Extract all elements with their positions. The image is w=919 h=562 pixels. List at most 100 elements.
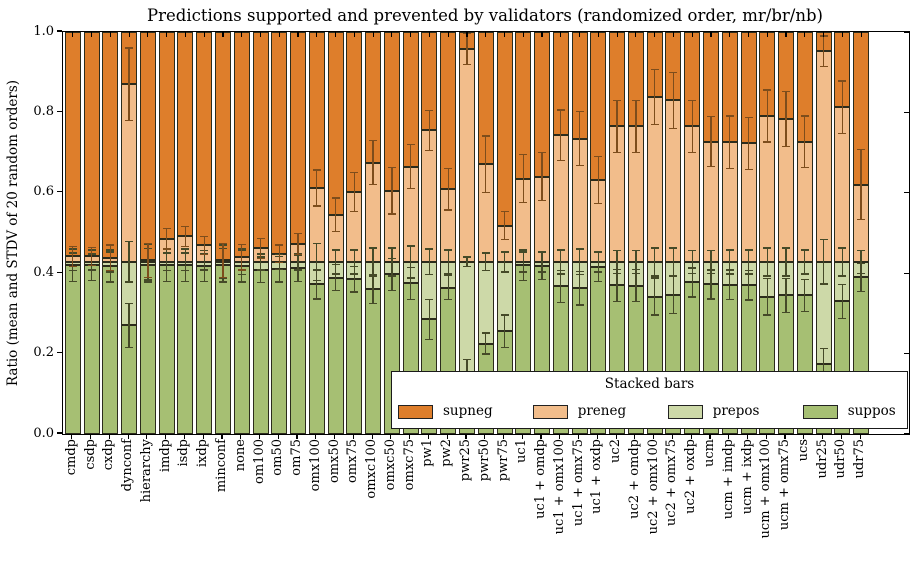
errorbar-prepos-om50-cap-bottom: [275, 268, 284, 270]
errorbar-preneg-imdp-cap-bottom: [162, 248, 171, 250]
x-tick-bottom-udr75: [859, 434, 861, 439]
x-tick-top-dynconf: [128, 32, 130, 37]
errorbar-preneg-dynconf-cap-bottom: [125, 119, 134, 122]
errorbar-suppos-ucm + omx75-cap-bottom: [782, 311, 791, 313]
errorbar-prepos-minconf-cap-bottom: [218, 278, 227, 280]
y-tick-left-0.8: [56, 110, 62, 112]
errorbar-prepos-ucm-cap-bottom: [706, 272, 715, 274]
x-tick-bottom-cxdp: [108, 434, 110, 439]
errorbar-prepos-dynconf-cap-bottom: [125, 281, 134, 283]
bar-segment-suppos-isdp: [177, 265, 194, 434]
errorbar-preneg-uc1 + omx75-cap-top: [575, 110, 584, 113]
errorbar-suppos-uc1 + omx100-cap-bottom: [556, 301, 565, 304]
errorbar-suppos-csdp-cap-bottom: [87, 279, 96, 282]
errorbar-prepos-omx75-cap-top: [350, 249, 359, 251]
y-tick-right-0.0: [904, 433, 909, 435]
x-tick-label-pwr75: pwr75: [495, 439, 511, 482]
errorbar-preneg-dynconf-cap-top: [125, 47, 134, 49]
x-tick-label-ucm: ucm: [701, 439, 717, 467]
errorbar-preneg-minconf-cap-top: [218, 242, 227, 245]
bar-segment-suppos-omx100: [308, 284, 325, 434]
errorbar-prepos-omxc100-cap-top: [369, 247, 378, 249]
errorbar-preneg-pw1-cap-bottom: [425, 149, 434, 152]
x-tick-bottom-om75: [296, 434, 298, 439]
errorbar-prepos-omx50-cap-top: [331, 249, 340, 251]
errorbar-prepos-isdp-line: [184, 253, 187, 271]
errorbar-prepos-pwr75-cap-bottom: [500, 271, 509, 273]
errorbar-prepos-none-cap-bottom: [237, 274, 246, 276]
legend-label-prepos: prepos: [712, 403, 760, 419]
bar-segment-supneg-none: [233, 32, 250, 258]
x-tick-top-uc1 + oxdp: [597, 32, 599, 37]
x-tick-top-ucs: [804, 32, 806, 37]
errorbar-prepos-udr75-line: [860, 250, 862, 274]
x-tick-bottom-uc1 + oxdp: [596, 434, 598, 439]
errorbar-prepos-uc1 + omx100-line: [560, 249, 562, 274]
errorbar-preneg-udr75-cap-bottom: [857, 219, 866, 221]
errorbar-preneg-uc2 + oxdp-line: [691, 100, 693, 153]
errorbar-suppos-pw1-cap-top: [425, 298, 434, 300]
x-tick-label-omx75: omx75: [345, 439, 361, 484]
y-tick-right-0.4: [904, 272, 909, 274]
errorbar-prepos-hierarchy-cap-bottom: [143, 279, 152, 281]
x-tick-bottom-csdp: [89, 434, 92, 439]
x-tick-bottom-omx75: [352, 434, 354, 439]
errorbar-suppos-uc1 + oxdp-cap-bottom: [594, 280, 603, 282]
errorbar-prepos-omxc50-line: [391, 247, 393, 276]
errorbar-preneg-pwr25-line: [466, 33, 468, 65]
errorbar-suppos-uc1-cap-top: [519, 249, 528, 251]
errorbar-suppos-uc2 + omx100-line: [654, 278, 656, 315]
errorbar-prepos-pwr75-line: [503, 251, 506, 272]
x-tick-label-none: none: [232, 439, 248, 472]
errorbar-preneg-omx50-cap-bottom: [331, 231, 340, 233]
errorbar-prepos-udr50-cap-bottom: [838, 275, 847, 277]
x-tick-label-uc2: uc2: [608, 439, 624, 463]
x-tick-bottom-omxc50: [390, 434, 392, 439]
errorbar-prepos-omx100-line: [316, 243, 318, 281]
x-tick-top-uc2 + omx75: [672, 32, 675, 37]
errorbar-prepos-ucs-cap-bottom: [800, 273, 809, 275]
errorbar-preneg-ucm + omx75-cap-top: [782, 90, 791, 93]
errorbar-prepos-uc1 + omdp-cap-bottom: [538, 271, 547, 273]
errorbar-prepos-pw1-cap-bottom: [425, 274, 434, 276]
errorbar-suppos-uc2 + oxdp-line: [691, 267, 693, 297]
errorbar-suppos-pwr75-cap-top: [500, 314, 509, 316]
errorbar-preneg-uc1 + omx75-line: [578, 111, 581, 166]
errorbar-preneg-pw1-line: [428, 110, 431, 151]
errorbar-suppos-omxc100-line: [372, 274, 374, 304]
y-tick-label-0.6: 0.6: [33, 184, 54, 200]
errorbar-preneg-uc1 + omdp-line: [541, 152, 543, 201]
x-tick-top-omx75: [353, 32, 355, 37]
errorbar-preneg-minconf-line: [222, 243, 224, 278]
x-tick-bottom-uc1 + omdp: [540, 434, 542, 439]
chart-title: Predictions supported and prevented by v…: [147, 6, 823, 25]
x-tick-bottom-uc2 + oxdp: [690, 434, 692, 439]
errorbar-preneg-pw2-cap-bottom: [444, 209, 453, 211]
errorbar-prepos-omx75-cap-bottom: [350, 273, 359, 275]
errorbar-suppos-pwr50-cap-top: [481, 332, 490, 334]
errorbar-suppos-uc1 + omx75-line: [578, 271, 581, 305]
errorbar-prepos-omxc50-cap-top: [387, 247, 396, 249]
errorbar-suppos-udr50-cap-bottom: [838, 317, 847, 319]
errorbar-preneg-om100-cap-bottom: [256, 257, 265, 259]
bar-segment-preneg-udr25: [815, 51, 832, 262]
errorbar-suppos-uc1 + omx100-line: [560, 270, 562, 303]
errorbar-suppos-pw1-cap-bottom: [425, 338, 434, 341]
errorbar-prepos-ucm + omx75-line: [785, 247, 787, 276]
errorbar-suppos-udr25-line: [822, 348, 825, 379]
errorbar-preneg-ucm + imdp-cap-bottom: [725, 167, 734, 169]
x-tick-top-cxdp: [109, 32, 111, 37]
errorbar-preneg-omxc100-cap-top: [369, 139, 378, 142]
y-tick-left-0.0: [56, 432, 62, 434]
errorbar-prepos-udr50-cap-top: [838, 247, 847, 249]
errorbar-suppos-ucm-line: [710, 269, 712, 299]
errorbar-suppos-uc1 + omdp-cap-bottom: [538, 278, 547, 281]
x-tick-label-udr50: udr50: [833, 439, 849, 479]
errorbar-suppos-omx75-line: [353, 266, 355, 293]
errorbar-suppos-isdp-cap-top: [181, 248, 190, 250]
errorbar-suppos-dynconf-cap-top: [125, 302, 134, 304]
errorbar-suppos-uc1 + omx75-cap-bottom: [575, 304, 584, 306]
x-tick-label-uc2 + omx75: uc2 + omx75: [664, 439, 680, 527]
errorbar-preneg-udr50-cap-top: [838, 80, 847, 82]
y-tick-label-0.2: 0.2: [33, 345, 54, 361]
